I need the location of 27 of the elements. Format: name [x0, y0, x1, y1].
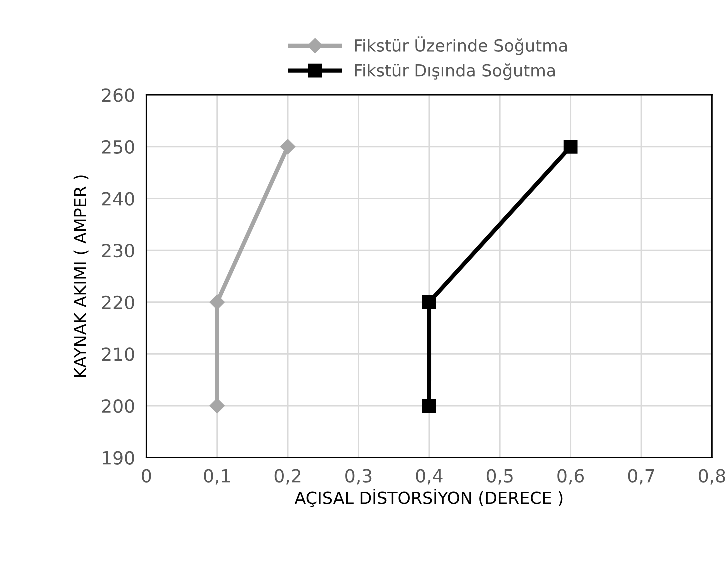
y-tick-label: 210 — [102, 348, 134, 362]
legend-label: Fikstür Üzerinde Soğutma — [355, 36, 568, 56]
x-tick-label: 0,2 — [274, 469, 301, 485]
y-tick-label: 190 — [103, 451, 134, 465]
x-tick-label: 0,3 — [346, 469, 372, 485]
point — [210, 398, 225, 414]
x-tick-label: 0,4 — [416, 469, 443, 485]
y-axis-title: KAYNAK AKIMI ( AMPER ) — [74, 176, 89, 378]
x-tick-label: 0,1 — [204, 469, 230, 485]
y-tick-label: 240 — [102, 192, 134, 206]
legend-label: Fikstür Dışında Soğutma — [355, 64, 556, 80]
x-axis-title: AÇISAL DİSTORSİYON (DERECE ) — [294, 488, 563, 508]
x-tick-label: 0,7 — [628, 469, 654, 485]
y-tick-label: 230 — [102, 244, 134, 258]
y-tick-label: 250 — [102, 140, 134, 154]
x-tick-label: 0,6 — [558, 469, 584, 485]
x-tick-label: 0,8 — [699, 469, 726, 485]
point — [564, 140, 578, 154]
x-tick-label: 0 — [142, 469, 152, 483]
y-tick-label: 260 — [102, 88, 134, 102]
point — [422, 399, 436, 413]
y-tick-label: 200 — [102, 399, 134, 414]
x-tick-label: 0,5 — [486, 469, 513, 485]
point — [422, 295, 436, 310]
y-tick-label: 220 — [102, 296, 134, 310]
point — [210, 294, 225, 310]
point — [280, 139, 296, 155]
